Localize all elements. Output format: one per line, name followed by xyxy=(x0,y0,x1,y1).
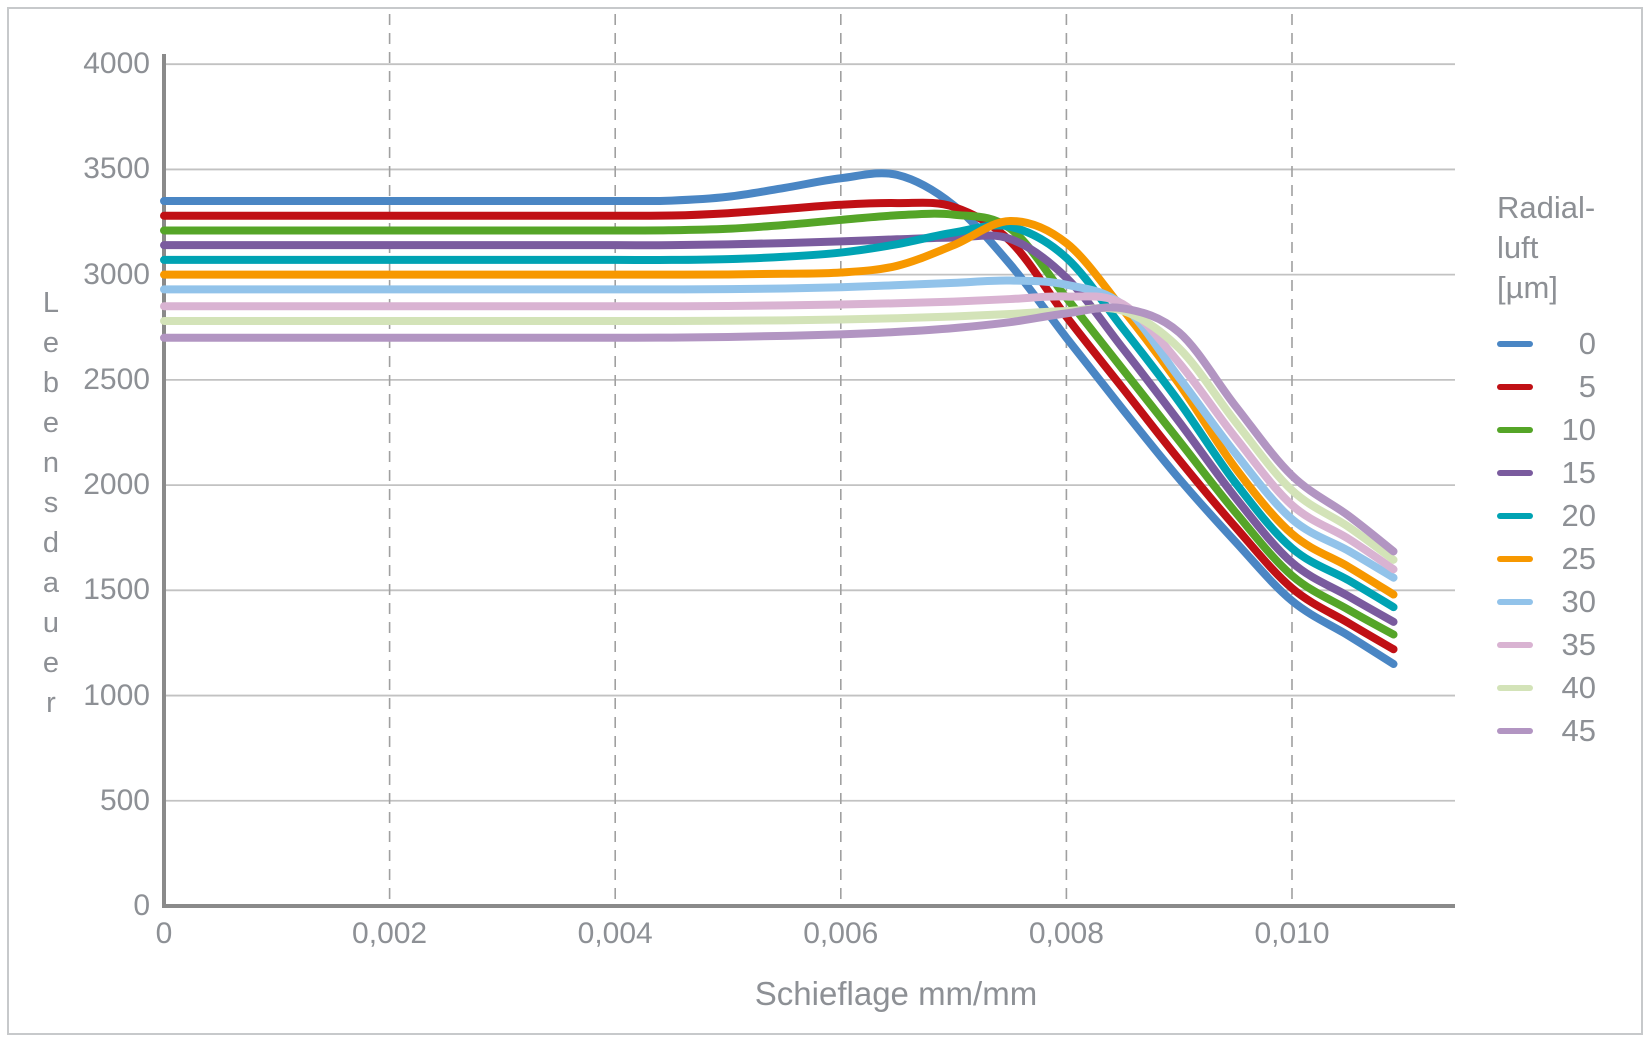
y-axis-title-letter: a xyxy=(42,567,60,599)
y-axis-title-letter: d xyxy=(42,527,60,559)
y-axis-title-letter: b xyxy=(42,367,60,399)
y-axis-title-letter: u xyxy=(42,607,60,639)
x-tick-label: 0,008 xyxy=(1028,917,1104,950)
legend-label-45: 45 xyxy=(1561,713,1596,748)
x-tick-label: 0,006 xyxy=(803,917,879,950)
legend-swatch-0 xyxy=(1497,341,1533,347)
y-tick-label: 2500 xyxy=(83,362,150,396)
y-tick-label: 2000 xyxy=(83,468,150,502)
x-axis-title: Schieflage mm/mm xyxy=(754,975,1038,1012)
series-line-25 xyxy=(160,216,1398,599)
legend-label-10: 10 xyxy=(1561,412,1596,447)
legend-title-line: [µm] xyxy=(1497,270,1558,305)
x-tick-label: 0 xyxy=(155,917,173,950)
y-tick-label: 1000 xyxy=(83,678,150,712)
legend-label-40: 40 xyxy=(1561,670,1596,705)
series-line-40 xyxy=(160,304,1398,564)
y-axis-title-letter: e xyxy=(42,407,60,439)
legend-label-35: 35 xyxy=(1561,627,1596,662)
y-tick-label: 4000 xyxy=(83,47,150,81)
legend: Radial- luft [µm] 0 5 10 15 20 25 30 35 40 45 xyxy=(1490,0,1645,1042)
y-axis-title-letter: e xyxy=(42,327,60,359)
legend-swatch-5 xyxy=(1497,384,1533,390)
legend-label-15: 15 xyxy=(1561,455,1596,490)
series-line-5 xyxy=(160,198,1398,654)
legend-swatch-10 xyxy=(1497,427,1533,433)
y-tick-label: 3500 xyxy=(83,152,150,186)
series-line-30 xyxy=(160,276,1398,582)
series-line-10 xyxy=(160,209,1398,639)
legend-swatch-45 xyxy=(1497,728,1533,734)
y-axis-title-letter: e xyxy=(42,647,60,679)
legend-label-5: 5 xyxy=(1578,369,1596,404)
legend-swatch-20 xyxy=(1497,513,1533,519)
legend-swatch-25 xyxy=(1497,556,1533,562)
legend-title-line: luft xyxy=(1497,230,1539,265)
y-tick-label: 0 xyxy=(133,889,150,922)
y-tick-label: 500 xyxy=(99,783,150,817)
legend-label-20: 20 xyxy=(1561,498,1596,533)
x-tick-label: 0,010 xyxy=(1254,917,1330,950)
legend-title-line: Radial- xyxy=(1497,190,1596,225)
x-tick-label: 0,004 xyxy=(577,917,653,950)
legend-label-0: 0 xyxy=(1578,326,1596,361)
y-tick-label: 1500 xyxy=(83,573,150,607)
y-axis-title-letter: r xyxy=(46,687,56,719)
y-axis-title-letter: s xyxy=(43,487,59,519)
series-line-0 xyxy=(160,169,1398,668)
legend-title: Radial- luft [µm] xyxy=(1497,188,1595,308)
series-line-35 xyxy=(160,292,1398,574)
legend-swatch-35 xyxy=(1497,642,1533,648)
y-tick-label: 3000 xyxy=(83,257,150,291)
y-axis-title-letter: L xyxy=(42,287,60,319)
series-line-45 xyxy=(160,303,1398,556)
legend-swatch-40 xyxy=(1497,685,1533,691)
legend-label-30: 30 xyxy=(1561,584,1596,619)
x-tick-label: 0,002 xyxy=(352,917,428,950)
series-line-20 xyxy=(160,221,1398,612)
legend-swatch-30 xyxy=(1497,599,1533,605)
y-axis-title-letter: n xyxy=(42,447,60,479)
legend-label-25: 25 xyxy=(1561,541,1596,576)
legend-swatch-15 xyxy=(1497,470,1533,476)
